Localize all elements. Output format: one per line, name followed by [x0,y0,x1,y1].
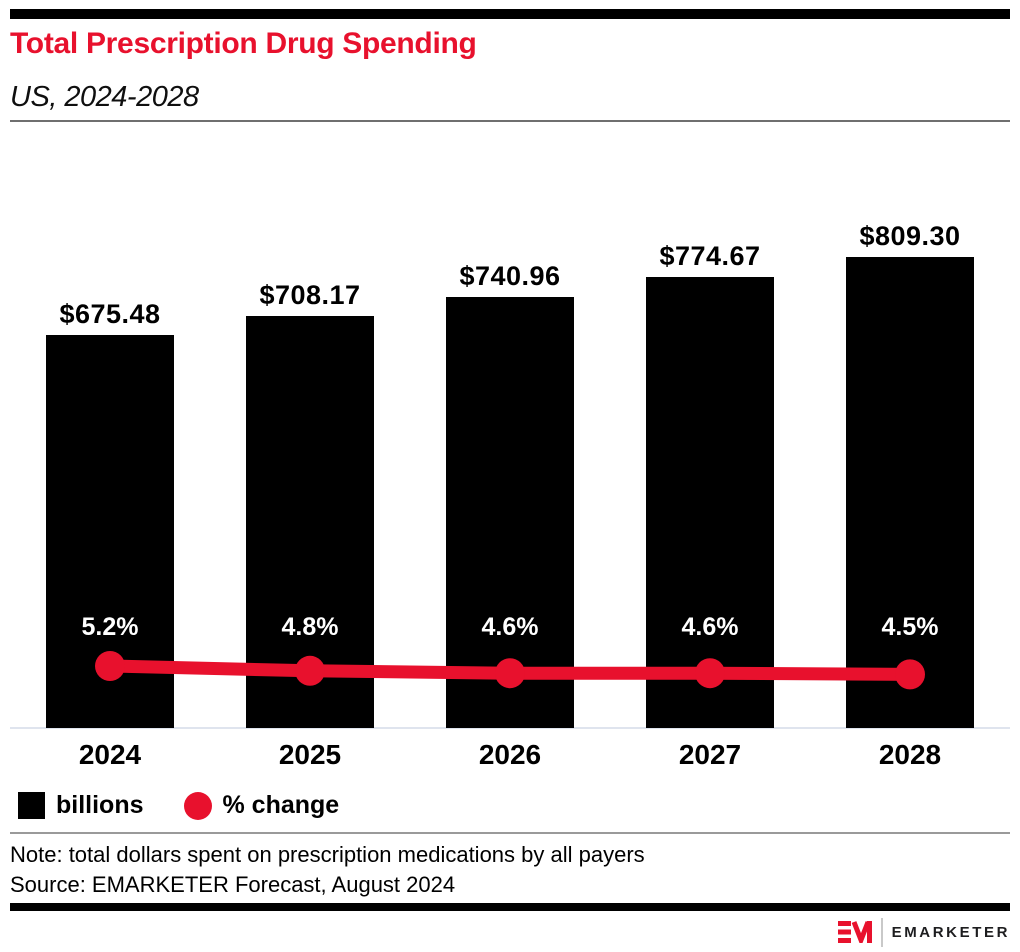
x-axis-line [10,727,1010,729]
chart-legend: billions % change [18,791,339,820]
x-tick-2027: 2027 [678,739,742,770]
legend-label-billions: billions [56,791,144,819]
footer-accent-bar [10,903,1010,911]
x-tick-2028: 2028 [878,739,942,770]
bar-2024 [46,335,174,728]
value-label-2026: $740.96 [459,260,561,291]
value-label-2027: $774.67 [659,241,761,272]
bar-2025 [246,316,374,728]
brand-name: EMARKETER [891,923,1010,941]
chart-source: Source: EMARKETER Forecast, August 2024 [10,872,456,897]
x-tick-2024: 2024 [78,739,142,770]
legend-swatch-billions [18,792,45,819]
legend-label-pct-change: % change [222,791,340,819]
chart-note: Note: total dollars spent on prescriptio… [10,842,645,867]
bar-2027 [646,277,774,728]
footnote-divider [10,832,1010,834]
x-tick-2025: 2025 [278,739,342,770]
legend-swatch-pct-change [183,791,212,820]
value-label-2024: $675.48 [59,299,161,330]
value-label-2025: $708.17 [259,280,361,311]
pct-label-2027: 4.6% [681,613,739,641]
value-label-2028: $809.30 [859,221,961,252]
top-accent-bar [10,9,1010,19]
pct-label-2025: 4.8% [281,613,339,641]
pct-label-2028: 4.5% [881,613,939,641]
brand-divider [880,917,883,947]
emarketer-logo-icon [837,921,872,943]
bar-2028 [846,257,974,728]
x-tick-2026: 2026 [478,739,542,770]
pct-label-2026: 4.6% [481,613,539,641]
bar-2026 [446,296,574,728]
brand-footer: EMARKETER [837,914,1010,950]
chart-title: Total Prescription Drug Spending [10,27,477,60]
pct-label-2024: 5.2% [81,613,139,641]
chart-subtitle: US, 2024-2028 [10,81,199,113]
header-divider [10,120,1010,122]
